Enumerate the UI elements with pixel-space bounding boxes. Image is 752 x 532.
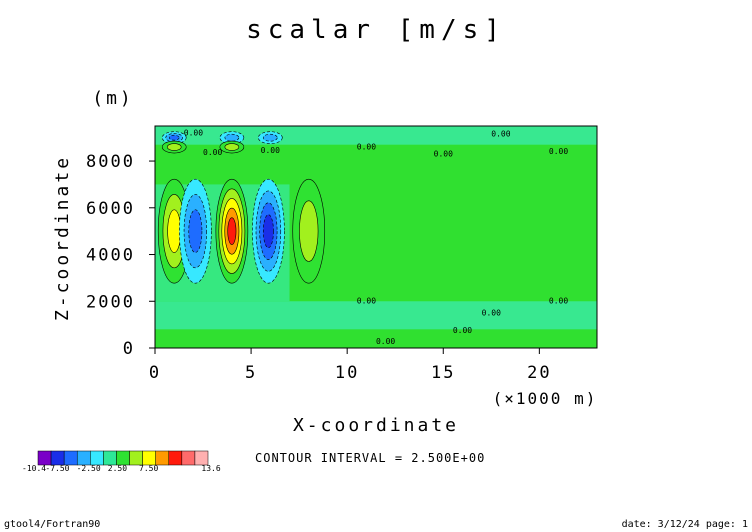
y-tick-label: 6000 [86, 199, 135, 219]
colorbar-swatch [76, 450, 91, 466]
y-unit: (m) [92, 88, 134, 109]
contour-labels: 0.00 0.00 0.00 0.00 0.00 0.00 0.00 0.00 0.00 0.00… [184, 128, 569, 345]
contour-cell [262, 214, 274, 249]
plot-frame [154, 125, 598, 349]
colorbar-swatch [103, 450, 117, 466]
contour-label: 0.00 [203, 148, 222, 157]
contour-cell [224, 133, 240, 142]
footer-left: gtool4/Fortran90 [4, 519, 100, 530]
colorbar-swatch [142, 450, 156, 466]
colorbar-swatch [194, 450, 209, 466]
y-tick-label: 8000 [86, 152, 135, 172]
colorbar-tick-labels: -10.4 -7.50 -2.50 2.50 7.50 13.6 [22, 464, 221, 473]
y-tick-label: 4000 [86, 246, 135, 266]
x-tick-label: 10 [335, 363, 359, 383]
chart-title: scalar [m/s] [246, 15, 506, 45]
colorbar-tick-label: 2.50 [108, 464, 127, 473]
colorbar-tick-label: -10.4 [22, 464, 46, 473]
colorbar [37, 450, 209, 466]
contour-cell [227, 217, 237, 245]
x-tick-label: 5 [245, 363, 257, 383]
x-axis-label: X-coordinate [293, 415, 459, 436]
contour-cell [188, 209, 203, 253]
contour-cell [263, 133, 278, 142]
plot-area: 0.00 0.00 0.00 0.00 0.00 0.00 0.00 0.00 0.00 0.00… [154, 125, 598, 349]
y-tick-label: 2000 [86, 292, 135, 312]
colorbar-swatch [90, 450, 104, 466]
contour-label: 0.00 [482, 308, 501, 317]
band [155, 301, 597, 330]
contour-label: 0.00 [549, 147, 568, 156]
x-tick-label: 20 [527, 363, 551, 383]
colorbar-tick-label: 13.6 [201, 464, 220, 473]
x-tick-label: 15 [431, 363, 455, 383]
colorbar-swatch [50, 450, 65, 466]
contour-cells [157, 131, 326, 284]
colorbar-tick-label: -2.50 [77, 464, 101, 473]
x-axis-ticks: 0 5 10 15 20 [149, 348, 551, 383]
contour-label: 0.00 [261, 146, 280, 155]
contour-label: 0.00 [491, 130, 510, 139]
contour-cell [299, 200, 319, 262]
contour-label: 0.00 [357, 142, 376, 151]
contour-cell [224, 143, 240, 151]
contour-label: 0.00 [549, 297, 568, 306]
colorbar-swatch [155, 450, 170, 466]
contour-label: 0.00 [376, 337, 395, 346]
contour-label: 0.00 [357, 297, 376, 306]
contour-cell [166, 143, 182, 151]
contour-label: 0.00 [453, 326, 472, 335]
colorbar-swatch [116, 450, 130, 466]
contour-label: 0.00 [184, 128, 203, 137]
colorbar-swatch [129, 450, 143, 466]
x-tick-label: 0 [149, 363, 161, 383]
contour-label: 0.00 [434, 149, 453, 158]
colorbar-swatch [37, 450, 52, 466]
colorbar-tick-label: 7.50 [139, 464, 158, 473]
colorbar-swatch [181, 450, 196, 466]
contour-interval: CONTOUR INTERVAL = 2.500E+00 [255, 451, 485, 465]
colorbar-swatch [63, 450, 78, 466]
footer-right: date: 3/12/24 page: 1 [622, 519, 748, 530]
colorbar-tick-label: -7.50 [45, 464, 69, 473]
contour-cell [167, 209, 182, 253]
y-axis-ticks: 0 2000 4000 6000 8000 [86, 152, 155, 359]
y-tick-label: 0 [123, 339, 135, 359]
colorbar-swatch [168, 450, 183, 466]
contour-cell [168, 134, 180, 141]
y-axis-label: Z-coordinate [52, 155, 73, 321]
x-unit: (×1000 m) [493, 389, 598, 408]
